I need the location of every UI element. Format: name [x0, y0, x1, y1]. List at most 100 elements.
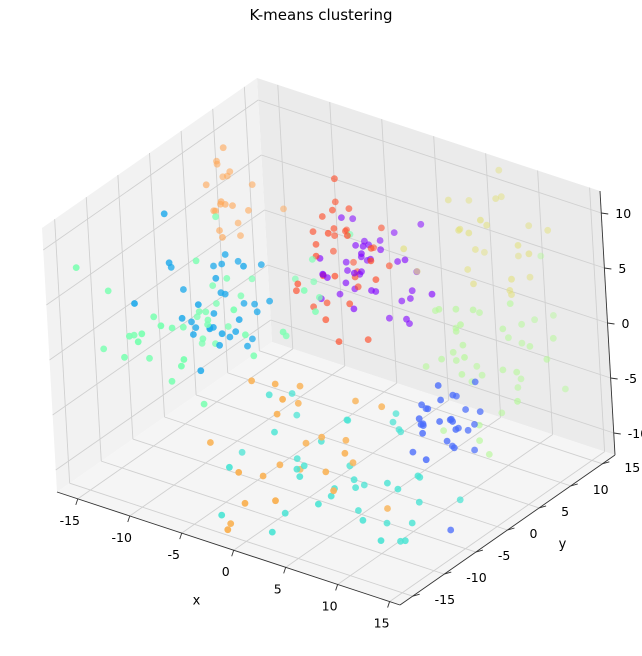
data-point [360, 481, 368, 489]
data-point [476, 437, 483, 444]
data-point [338, 214, 345, 222]
data-point [485, 451, 493, 458]
data-point [104, 287, 112, 295]
data-point [329, 206, 336, 214]
data-point [322, 468, 330, 476]
z-tick-label: 5 [618, 261, 626, 276]
data-point [219, 234, 226, 241]
data-point [327, 492, 335, 500]
data-point [344, 416, 352, 424]
data-point [422, 456, 430, 464]
data-point [296, 382, 304, 390]
data-point [131, 300, 138, 307]
data-point [495, 166, 503, 174]
data-point [293, 455, 301, 462]
data-point [331, 232, 338, 240]
x-tick-mark [283, 567, 287, 574]
data-point [293, 287, 300, 295]
data-point [417, 220, 425, 228]
data-point [346, 300, 354, 308]
data-point [456, 496, 464, 504]
data-point [230, 306, 238, 314]
z-tick-label: -5 [625, 371, 637, 386]
data-point [394, 258, 401, 265]
data-point [271, 428, 278, 436]
data-point [367, 257, 375, 265]
data-point [372, 288, 380, 295]
data-point [190, 331, 197, 338]
data-point [350, 269, 358, 277]
grid-line [267, 264, 611, 379]
data-point [549, 334, 557, 342]
data-point [499, 366, 507, 374]
data-point [323, 299, 331, 307]
z-tick-label: 10 [615, 206, 631, 221]
data-point [238, 448, 246, 456]
data-point [349, 459, 357, 467]
data-point [537, 252, 545, 260]
data-point [207, 439, 214, 446]
data-point [407, 295, 414, 302]
data-point [216, 227, 223, 234]
data-point [240, 262, 247, 270]
z-tick-mark [601, 212, 609, 215]
x-tick-mark [335, 584, 339, 591]
data-point [461, 354, 468, 361]
data-point [330, 247, 337, 255]
data-point [318, 433, 326, 441]
data-point [241, 499, 249, 507]
data-point [377, 246, 384, 254]
z-tick-mark [607, 322, 615, 325]
grid-lines [42, 84, 614, 602]
data-point [514, 397, 521, 405]
data-point [235, 316, 243, 323]
data-point [234, 257, 242, 265]
data-point [394, 485, 402, 493]
data-point [452, 328, 460, 335]
data-point [224, 526, 232, 534]
data-point [350, 258, 357, 266]
data-point [316, 294, 323, 301]
data-point [213, 160, 221, 168]
data-point [434, 382, 442, 389]
data-point [378, 224, 385, 232]
data-point [350, 305, 358, 313]
data-point [492, 195, 500, 203]
grid-line [55, 319, 272, 471]
data-point [308, 256, 316, 263]
y-tick-mark [412, 593, 420, 597]
x-tick-mark [179, 532, 183, 540]
data-point [443, 437, 451, 445]
data-point [248, 377, 256, 385]
data-point [121, 353, 128, 361]
data-point [309, 228, 317, 236]
data-point [471, 446, 478, 454]
data-point [447, 526, 455, 534]
data-point [344, 232, 351, 240]
y-tick-mark [444, 571, 452, 575]
grid-line [132, 438, 477, 553]
grid-line [46, 154, 262, 306]
data-point [452, 426, 460, 433]
data-point [457, 321, 464, 328]
data-point [271, 380, 279, 388]
data-point [498, 409, 506, 417]
tick-labels: -15 -10 -5 0 5 10 15 -15 -10 -5 0 5 10 15 -10 -5 0 5 10 [60, 206, 642, 631]
data-point [322, 316, 330, 324]
data-point [359, 242, 367, 250]
data-point [281, 509, 289, 517]
y-tick-label: 10 [593, 482, 609, 497]
data-point [210, 310, 218, 317]
x-tick-label: 5 [274, 581, 282, 596]
data-point [383, 519, 391, 527]
data-point [199, 335, 207, 343]
data-point [229, 202, 236, 210]
data-point [476, 309, 483, 316]
data-point [449, 391, 457, 399]
data-point [417, 421, 425, 428]
data-point [192, 257, 200, 265]
data-point [150, 313, 158, 321]
data-point [138, 330, 146, 338]
data-point [72, 264, 80, 271]
